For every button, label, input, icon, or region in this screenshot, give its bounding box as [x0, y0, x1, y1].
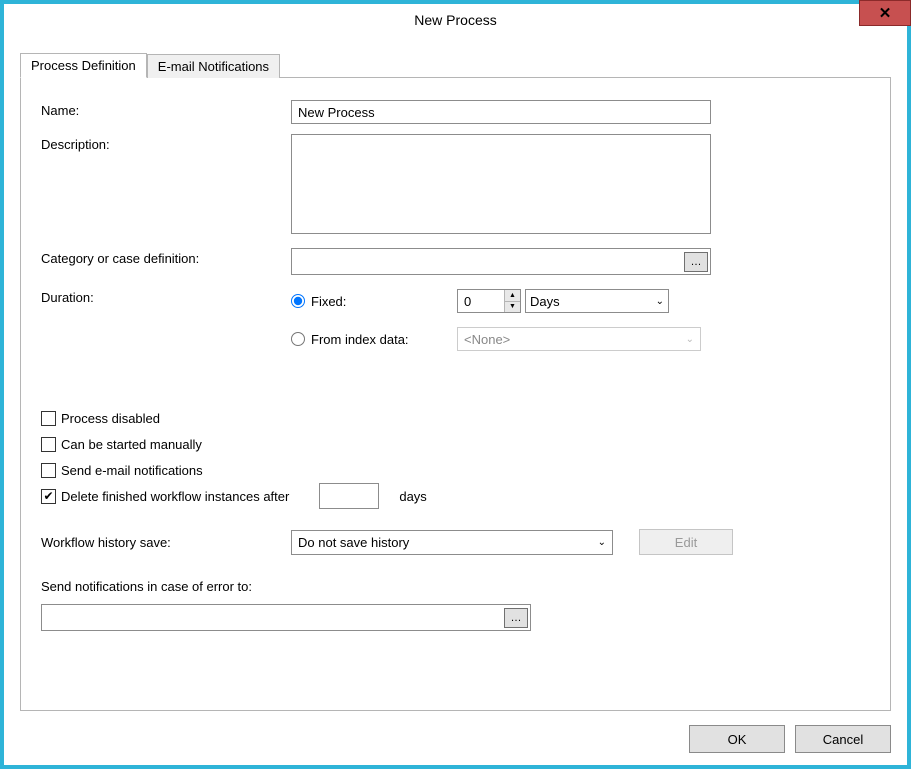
error-notify-input[interactable]: [42, 605, 504, 630]
titlebar: New Process ✕: [4, 4, 907, 36]
tab-email-notifications[interactable]: E-mail Notifications: [147, 54, 280, 78]
cancel-button-label: Cancel: [823, 732, 863, 747]
duration-unit-select[interactable]: Days ⌄: [525, 289, 669, 313]
delete-finished-checkbox[interactable]: ✔: [41, 489, 56, 504]
history-edit-button: Edit: [639, 529, 733, 555]
category-input[interactable]: [292, 249, 684, 274]
duration-index-label: From index data:: [311, 332, 457, 347]
window-title: New Process: [414, 12, 496, 28]
spinner-down-button[interactable]: ▼: [505, 302, 520, 313]
close-icon: ✕: [879, 4, 892, 22]
category-field: …: [291, 248, 711, 275]
content-area: Process Definition E-mail Notifications …: [4, 36, 907, 765]
duration-fixed-label: Fixed:: [311, 294, 457, 309]
history-select-value: Do not save history: [298, 535, 409, 550]
category-label: Category or case definition:: [41, 248, 291, 266]
category-browse-button[interactable]: …: [684, 252, 708, 272]
cancel-button[interactable]: Cancel: [795, 725, 891, 753]
ellipsis-icon: …: [691, 256, 702, 268]
tab-strip: Process Definition E-mail Notifications: [20, 52, 891, 78]
duration-index-select: <None> ⌄: [457, 327, 701, 351]
ok-button-label: OK: [728, 732, 747, 747]
history-select[interactable]: Do not save history ⌄: [291, 530, 613, 555]
error-notify-browse-button[interactable]: …: [504, 608, 528, 628]
start-manually-checkbox[interactable]: [41, 437, 56, 452]
chevron-up-icon: ▲: [509, 292, 516, 299]
email-notifications-checkbox[interactable]: [41, 463, 56, 478]
spinner-up-button[interactable]: ▲: [505, 290, 520, 302]
duration-fixed-radio[interactable]: [291, 294, 305, 308]
close-button[interactable]: ✕: [859, 0, 911, 26]
chevron-down-icon: ▼: [509, 303, 516, 310]
process-disabled-label: Process disabled: [61, 411, 160, 426]
ok-button[interactable]: OK: [689, 725, 785, 753]
days-suffix-label: days: [399, 489, 426, 504]
history-label: Workflow history save:: [41, 535, 291, 550]
error-notify-field: …: [41, 604, 531, 631]
duration-index-radio[interactable]: [291, 332, 305, 346]
duration-index-value: <None>: [464, 332, 510, 347]
name-input[interactable]: [291, 100, 711, 124]
duration-fixed-spinner: ▲ ▼: [457, 289, 521, 313]
delete-after-days-input[interactable]: [319, 483, 379, 509]
chevron-down-icon: ⌄: [598, 537, 606, 548]
start-manually-label: Can be started manually: [61, 437, 202, 452]
description-input[interactable]: [291, 134, 711, 234]
chevron-down-icon: ⌄: [686, 334, 694, 345]
duration-label: Duration:: [41, 287, 291, 305]
duration-fixed-value[interactable]: [458, 290, 504, 312]
ellipsis-icon: …: [511, 612, 522, 624]
name-label: Name:: [41, 100, 291, 118]
duration-unit-value: Days: [530, 294, 560, 309]
error-notify-label: Send notifications in case of error to:: [41, 579, 872, 594]
history-edit-label: Edit: [675, 535, 697, 550]
chevron-down-icon: ⌄: [656, 296, 664, 307]
email-notifications-label: Send e-mail notifications: [61, 463, 203, 478]
tab-body: Name: Description: Category or case defi…: [20, 78, 891, 711]
process-disabled-checkbox[interactable]: [41, 411, 56, 426]
description-label: Description:: [41, 134, 291, 152]
dialog-window: New Process ✕ Process Definition E-mail …: [0, 0, 911, 769]
tab-process-definition[interactable]: Process Definition: [20, 53, 147, 78]
delete-finished-label: Delete finished workflow instances after: [61, 489, 289, 504]
dialog-button-bar: OK Cancel: [20, 725, 891, 753]
